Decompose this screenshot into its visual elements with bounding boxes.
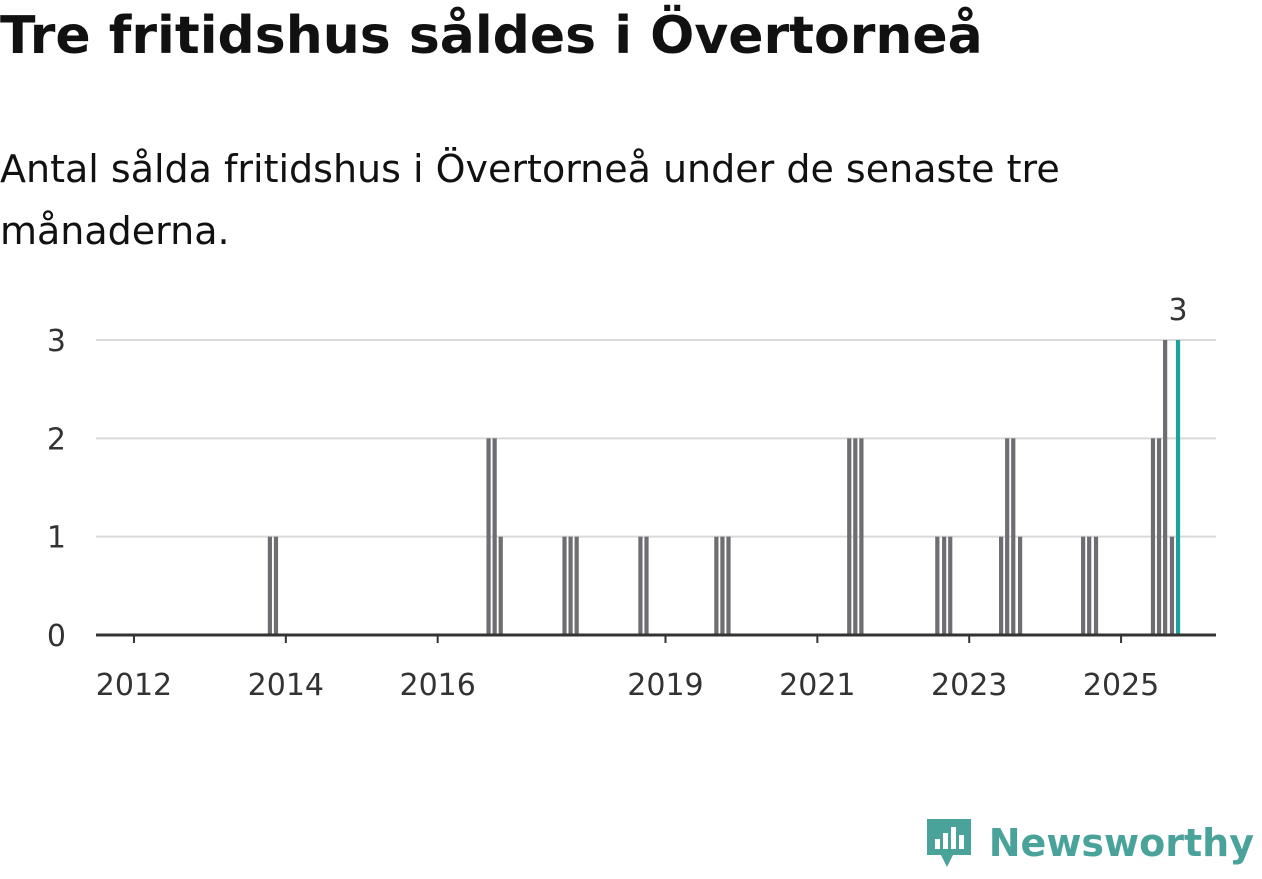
y-tick-label: 0 — [47, 619, 66, 654]
brand-name: Newsworthy — [988, 821, 1254, 865]
bar — [1087, 536, 1092, 635]
grid-lines — [96, 339, 1216, 538]
bar — [853, 438, 858, 635]
bar — [1150, 438, 1156, 635]
bar — [492, 438, 497, 635]
bars — [267, 340, 1181, 635]
bar — [720, 536, 725, 635]
bar — [1093, 536, 1099, 635]
x-tick-label: 2023 — [931, 668, 1007, 703]
chart-subtitle: Antal sålda fritidshus i Övertorneå unde… — [0, 147, 1060, 253]
bar — [726, 536, 731, 635]
bar — [498, 536, 503, 635]
bar — [1017, 536, 1023, 635]
x-tick-label: 2012 — [96, 668, 172, 703]
bar-chart: 0 1 2 3 2012 2014 2016 2019 2021 2023 2025 3 — [47, 293, 1216, 703]
bar — [948, 536, 953, 635]
y-tick-label: 1 — [47, 521, 66, 556]
x-tick-label: 2014 — [248, 668, 324, 703]
x-tick-label: 2016 — [400, 668, 476, 703]
bar — [999, 536, 1004, 635]
x-tick-label: 2025 — [1083, 668, 1159, 703]
bar — [486, 438, 491, 635]
bar — [638, 536, 643, 635]
bar — [574, 536, 579, 635]
bar — [847, 438, 852, 635]
brand: Newsworthy — [923, 815, 1254, 871]
highlight-bar — [1175, 340, 1181, 635]
bar — [714, 536, 719, 635]
bar — [562, 536, 567, 635]
bar — [1081, 536, 1086, 635]
x-tick-label: 2021 — [779, 668, 855, 703]
highlight-value-label: 3 — [1168, 293, 1187, 328]
bar — [1011, 438, 1016, 635]
bar — [273, 536, 279, 635]
bar — [1169, 536, 1175, 635]
y-tick-label: 3 — [47, 324, 66, 359]
bar — [935, 536, 940, 635]
chart-title: Tre fritidshus såldes i Övertorneå — [0, 6, 983, 66]
x-axis-ticks: 2012 2014 2016 2019 2021 2023 2025 — [96, 635, 1159, 703]
bar — [267, 536, 272, 635]
bar — [1163, 340, 1168, 635]
bar — [568, 536, 573, 635]
bar — [1156, 438, 1162, 635]
y-axis-ticks: 0 1 2 3 — [47, 324, 66, 654]
x-tick-label: 2019 — [627, 668, 703, 703]
bar — [942, 536, 947, 635]
y-tick-label: 2 — [47, 422, 66, 457]
newsworthy-logo-icon — [926, 819, 971, 867]
bar — [1005, 438, 1010, 635]
bar — [859, 438, 864, 635]
bar — [644, 536, 649, 635]
